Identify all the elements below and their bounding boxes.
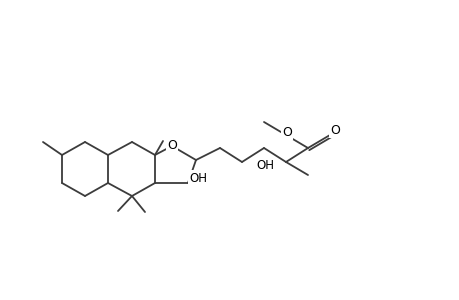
Text: O: O xyxy=(281,125,291,139)
Text: O: O xyxy=(330,124,339,136)
Text: OH: OH xyxy=(189,172,207,184)
Text: OH: OH xyxy=(256,158,274,172)
Text: O: O xyxy=(167,139,177,152)
